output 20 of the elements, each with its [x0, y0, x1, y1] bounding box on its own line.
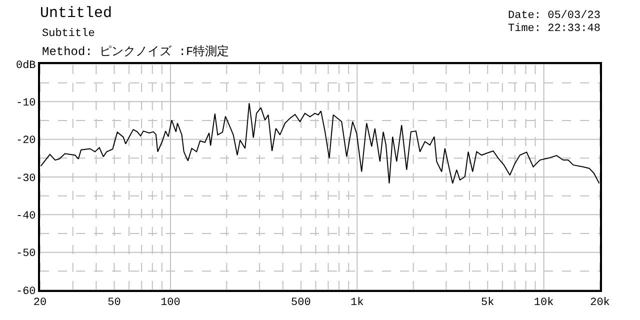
x-tick-label: 100	[160, 297, 180, 310]
text: Time: 22:33:48	[508, 23, 600, 35]
chart-title: Untitled	[40, 4, 112, 22]
x-tick-label: 20	[33, 297, 47, 310]
text: Method: ピンクノイズ :F特測定	[42, 44, 230, 59]
x-tick-label: 5k	[481, 297, 495, 310]
chart-subtitle: Subtitle	[42, 28, 95, 40]
y-tick-label: -10	[16, 98, 36, 110]
text: Date: 05/03/23	[508, 10, 600, 22]
x-tick-label: 1k	[350, 297, 364, 310]
y-tick-label: -30	[16, 172, 36, 185]
y-tick-label: 0dB	[16, 60, 36, 72]
y-tick-label: -60	[16, 286, 36, 298]
y-tick-label: -20	[16, 135, 36, 148]
y-tick-label: -50	[16, 248, 36, 260]
x-tick-label: 50	[108, 297, 121, 310]
x-tick-label: 20k	[590, 297, 610, 310]
x-tick-label: 500	[291, 297, 311, 310]
x-tick-label: 10k	[534, 297, 554, 310]
y-tick-label: -40	[16, 210, 36, 223]
